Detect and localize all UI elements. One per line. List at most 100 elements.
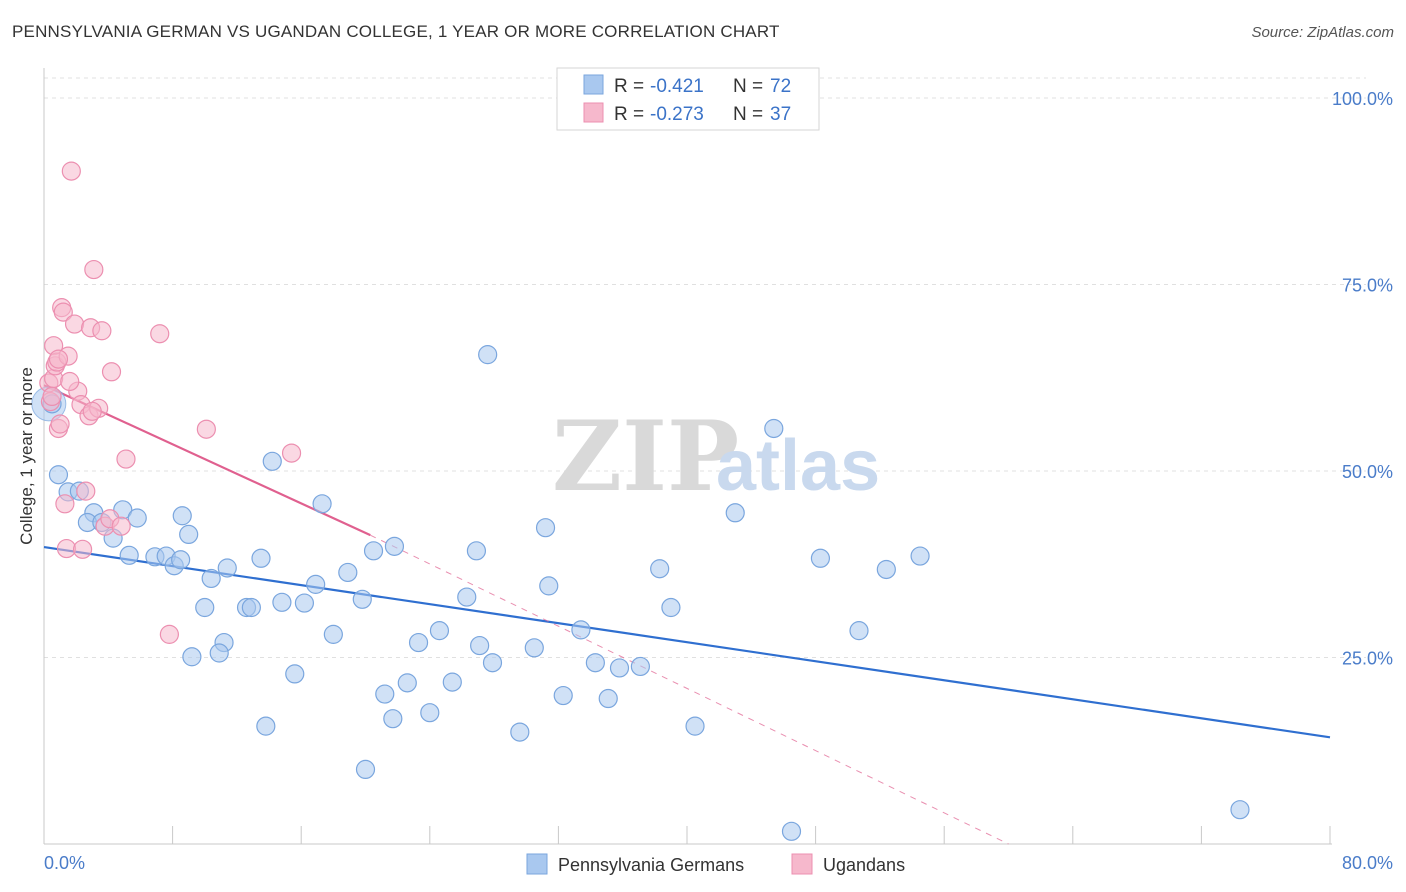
ugandan-point-13 xyxy=(61,161,81,181)
legend-r-value-blue: -0.421 xyxy=(650,76,704,97)
pennsylvania-german-point-34 xyxy=(383,709,403,729)
pennsylvania-german-point-57 xyxy=(661,597,681,618)
ugandan-point-11 xyxy=(56,538,77,559)
pennsylvania-german-point-38 xyxy=(420,703,440,723)
pennsylvania-german-point-66 xyxy=(1230,800,1250,820)
pennsylvania-german-point-67 xyxy=(355,759,376,780)
pennsylvania-german-point-16 xyxy=(172,506,192,526)
pennsylvania-german-point-21 xyxy=(241,597,261,618)
pennsylvania-german-point-62 xyxy=(810,548,831,568)
chart-title: PENNSYLVANIA GERMAN VS UGANDAN COLLEGE, … xyxy=(12,22,780,41)
y-tick-labels: 25.0% 50.0% 75.0% 100.0% xyxy=(1332,89,1393,669)
ugandan-point-7 xyxy=(50,414,70,434)
pennsylvania-german-point-64 xyxy=(876,559,896,580)
ugandan-point-32 xyxy=(281,443,302,463)
pennsylvania-german-point-55 xyxy=(630,656,650,677)
x-tick-label-0: 0.0% xyxy=(44,853,85,873)
pennsylvania-german-point-63 xyxy=(849,621,869,641)
ugandan-point-10 xyxy=(55,494,75,514)
pennsylvania-german-point-42 xyxy=(466,541,487,561)
pennsylvania-german-point-69 xyxy=(182,647,202,667)
y-tick-label-1: 50.0% xyxy=(1342,462,1393,482)
legend-swatch-blue xyxy=(583,74,604,95)
pennsylvania-german-point-39 xyxy=(429,621,450,641)
pennsylvania-german-point-44 xyxy=(478,345,498,365)
pennsylvania-german-point-49 xyxy=(539,576,559,596)
ugandan-point-34 xyxy=(42,386,62,406)
y-axis-title: College, 1 year or more xyxy=(17,367,36,545)
pennsylvania-german-point-61 xyxy=(781,821,802,841)
pennsylvania-german-point-8 xyxy=(127,508,147,528)
pennsylvania-german-point-56 xyxy=(650,559,670,579)
pennsylvania-german-point-59 xyxy=(725,503,745,523)
legend-n-value-pink: 37 xyxy=(770,104,791,125)
y-tick-label-2: 75.0% xyxy=(1342,276,1393,296)
pennsylvania-german-point-60 xyxy=(764,418,784,439)
ugandan-point-26 xyxy=(101,362,122,382)
ugandan-point-21 xyxy=(84,259,104,280)
pennsylvania-german-point-37 xyxy=(408,632,429,653)
pennsylvania-german-point-17 xyxy=(201,568,221,589)
bottom-legend-label-blue: Pennsylvania Germans xyxy=(558,855,744,875)
legend-r-label-pink: R = xyxy=(614,104,644,125)
pennsylvania-german-point-25 xyxy=(285,664,305,684)
legend: R = -0.421 N = 72 R = -0.273 N = 37 xyxy=(556,67,820,131)
trend-line-pennsylvania-germans xyxy=(43,546,1331,739)
legend-r-label-blue: R = xyxy=(614,76,644,97)
y-tick-label-0: 25.0% xyxy=(1342,649,1393,669)
pennsylvania-german-point-36 xyxy=(397,673,417,693)
pennsylvania-german-point-46 xyxy=(510,722,530,742)
ugandan-point-33 xyxy=(48,349,69,369)
legend-swatch-pink xyxy=(583,102,604,123)
chart-source: Source: ZipAtlas.com xyxy=(1251,24,1394,41)
pennsylvania-german-point-53 xyxy=(598,688,618,709)
pennsylvania-german-point-14 xyxy=(171,550,191,570)
watermark: ZIP atlas xyxy=(552,400,880,513)
pennsylvania-german-point-52 xyxy=(585,653,605,673)
bottom-legend-label-pink: Ugandans xyxy=(823,855,905,875)
pennsylvania-german-point-54 xyxy=(609,658,630,678)
x-tick-label-1: 80.0% xyxy=(1342,853,1393,873)
pennsylvania-german-point-33 xyxy=(375,684,395,704)
pennsylvania-german-point-29 xyxy=(323,624,343,644)
legend-n-value-blue: 72 xyxy=(770,76,791,97)
ugandan-point-30 xyxy=(159,624,179,644)
pennsylvania-german-point-41 xyxy=(457,587,477,607)
pennsylvania-german-point-40 xyxy=(442,672,462,692)
ugandan-point-23 xyxy=(92,321,112,341)
pennsylvania-german-point-1 xyxy=(48,465,69,485)
pennsylvania-german-point-48 xyxy=(535,518,556,538)
pennsylvania-german-point-28 xyxy=(312,494,332,514)
watermark-atlas: atlas xyxy=(716,426,880,506)
pennsylvania-german-point-58 xyxy=(685,716,705,736)
y-tick-label-3: 100.0% xyxy=(1332,89,1393,109)
pennsylvania-german-point-19 xyxy=(195,597,215,618)
pennsylvania-german-point-50 xyxy=(553,685,573,706)
pennsylvania-german-point-47 xyxy=(524,638,544,658)
ugandan-point-29 xyxy=(150,324,170,344)
grid-lines xyxy=(44,77,1366,658)
axes xyxy=(43,68,1332,845)
pennsylvania-german-point-26 xyxy=(294,593,315,613)
ugandan-point-9 xyxy=(53,302,73,322)
ugandan-point-17 xyxy=(72,539,93,559)
bottom-legend: Pennsylvania Germans Ugandans xyxy=(526,853,905,875)
pennsylvania-german-point-22 xyxy=(251,548,271,568)
pennsylvania-german-point-24 xyxy=(272,592,292,612)
ugandan-point-36 xyxy=(82,401,102,421)
ugandan-point-14 xyxy=(64,314,85,334)
pennsylvania-german-point-70 xyxy=(209,643,229,663)
pennsylvania-german-point-65 xyxy=(910,546,930,566)
pennsylvania-german-point-51 xyxy=(571,620,591,640)
pennsylvania-german-point-18 xyxy=(217,558,237,578)
pennsylvania-german-point-45 xyxy=(482,653,503,673)
pennsylvania-german-point-27 xyxy=(306,574,326,594)
pennsylvania-german-point-15 xyxy=(179,524,199,545)
ugandan-point-31 xyxy=(196,419,216,439)
pennsylvania-german-point-35 xyxy=(384,536,405,556)
bottom-legend-swatch-blue xyxy=(526,853,548,875)
ugandan-point-35 xyxy=(60,371,80,392)
pennsylvania-german-point-30 xyxy=(338,562,358,583)
pennsylvania-german-point-31 xyxy=(352,589,372,609)
